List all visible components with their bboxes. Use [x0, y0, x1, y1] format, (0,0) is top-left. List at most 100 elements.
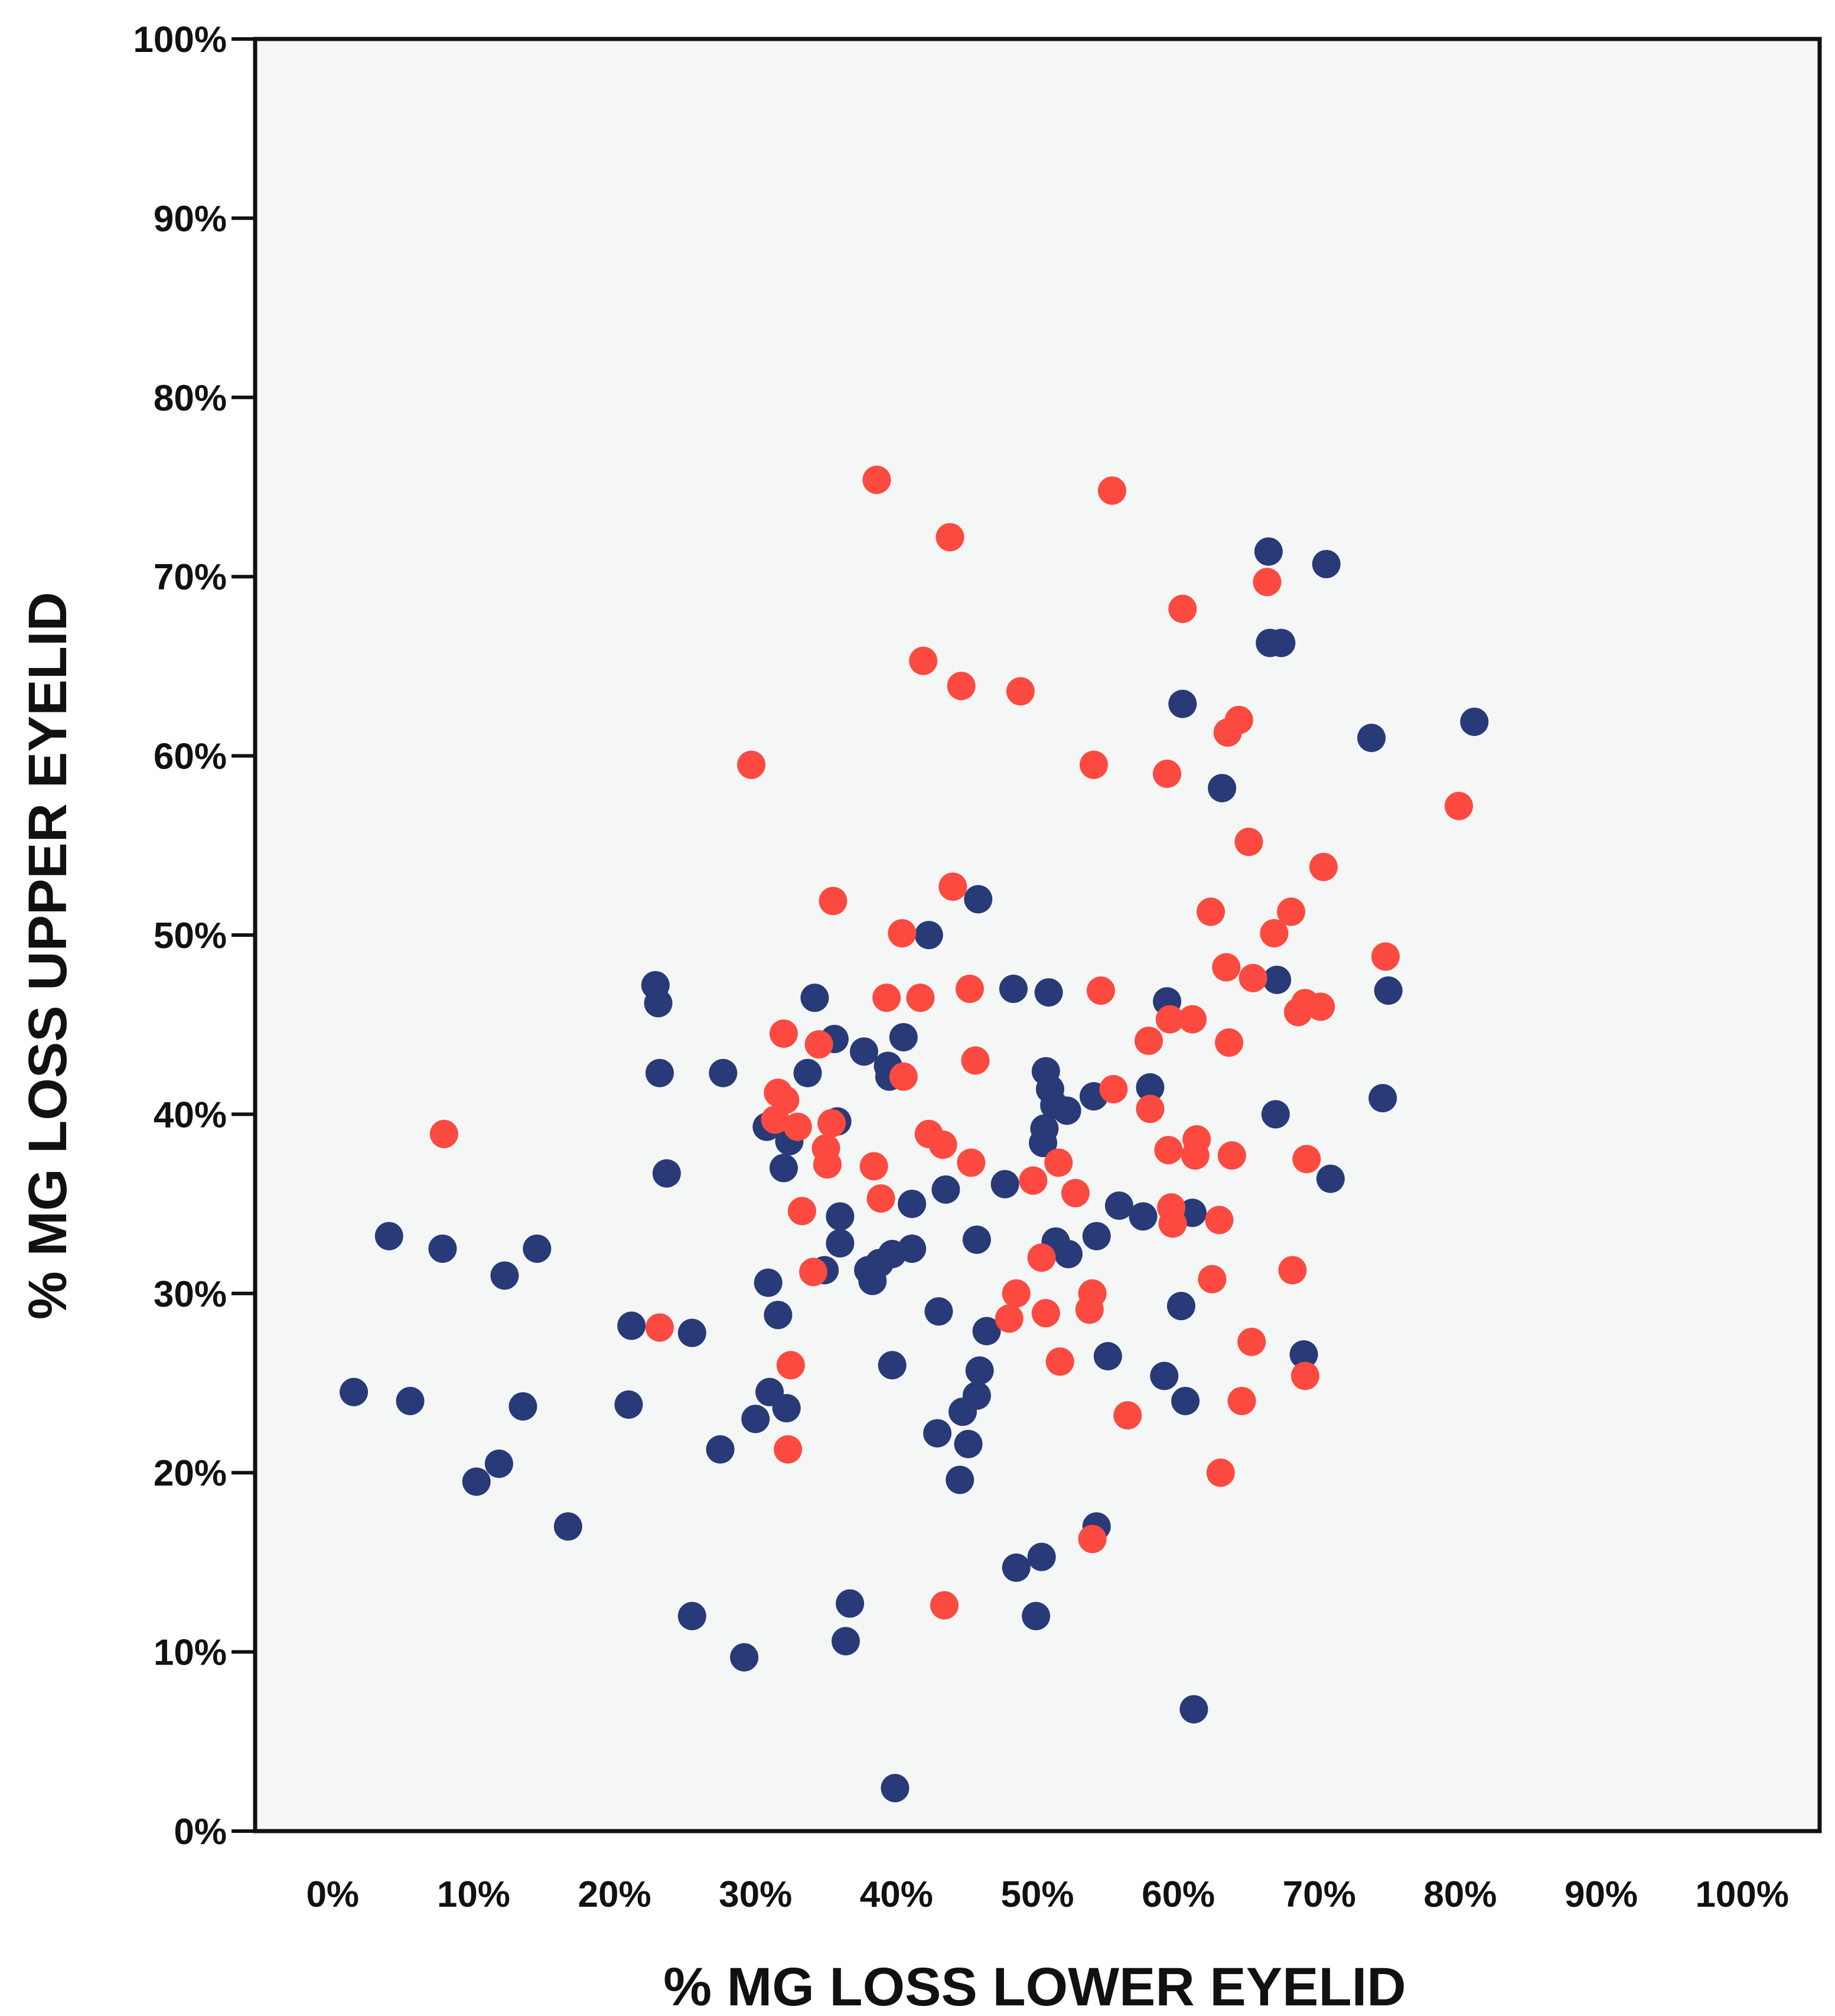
data-point-navy — [954, 1429, 983, 1458]
data-point-red — [817, 1109, 846, 1138]
data-point-red — [1253, 568, 1282, 597]
data-point-navy — [652, 1159, 681, 1188]
x-tick-label: 0% — [306, 1874, 359, 1915]
data-point-red — [872, 983, 901, 1012]
data-point-navy — [1168, 689, 1197, 718]
data-points — [340, 465, 1489, 1803]
data-point-navy — [1368, 1084, 1397, 1113]
data-point-navy — [999, 975, 1028, 1004]
data-point-navy — [1093, 1341, 1122, 1370]
data-point-navy — [754, 1268, 783, 1297]
data-point-navy — [428, 1234, 457, 1263]
data-point-navy — [1460, 707, 1489, 736]
data-point-navy — [1267, 628, 1296, 657]
y-tick-label: 20% — [154, 1453, 227, 1494]
data-point-red — [1227, 1386, 1256, 1415]
data-point-navy — [509, 1392, 537, 1421]
data-point-navy — [1054, 1240, 1083, 1269]
data-point-navy — [1289, 1340, 1318, 1369]
data-point-red — [1197, 897, 1225, 926]
data-point-navy — [1263, 965, 1292, 994]
data-point-red — [819, 887, 848, 916]
data-point-navy — [340, 1377, 369, 1406]
data-point-navy — [923, 1419, 952, 1448]
data-point-red — [1031, 1299, 1060, 1328]
y-tick-label: 50% — [154, 916, 227, 956]
data-point-red — [1306, 992, 1335, 1021]
y-tick-label: 100% — [133, 19, 227, 60]
data-point-red — [1371, 942, 1400, 971]
y-tick-label: 90% — [154, 198, 227, 239]
data-point-red — [645, 1313, 674, 1342]
x-tick-label: 90% — [1565, 1874, 1638, 1915]
data-point-red — [1182, 1125, 1211, 1154]
y-tick-label: 30% — [154, 1274, 227, 1315]
data-point-navy — [706, 1435, 735, 1464]
data-point-red — [1278, 1256, 1307, 1285]
data-point-red — [1154, 1136, 1183, 1165]
data-point-red — [1153, 759, 1182, 788]
data-point-navy — [800, 983, 829, 1012]
x-tick-label: 70% — [1283, 1874, 1356, 1915]
data-point-red — [1277, 897, 1306, 926]
data-point-navy — [1129, 1202, 1158, 1231]
y-tick-label: 10% — [154, 1633, 227, 1673]
data-point-navy — [709, 1059, 738, 1087]
data-point-red — [774, 1435, 803, 1464]
data-point-red — [1113, 1401, 1142, 1430]
data-point-navy — [962, 1225, 991, 1254]
data-point-red — [1198, 1265, 1227, 1294]
data-point-red — [1290, 1362, 1319, 1390]
data-point-navy — [1002, 1553, 1031, 1582]
data-point-navy — [931, 1175, 960, 1204]
plot-area — [255, 39, 1820, 1831]
data-point-red — [1086, 976, 1115, 1005]
data-point-red — [1292, 1145, 1321, 1174]
y-tick-label: 70% — [154, 557, 227, 598]
data-point-red — [1158, 1209, 1187, 1238]
data-point-red — [1168, 594, 1197, 623]
x-tick-label: 100% — [1695, 1874, 1789, 1915]
data-point-red — [1237, 1327, 1266, 1356]
data-point-navy — [1027, 1542, 1056, 1571]
data-point-navy — [1166, 1292, 1195, 1321]
data-point-navy — [484, 1450, 513, 1478]
data-point-navy — [490, 1261, 519, 1290]
data-point-red — [1212, 953, 1241, 982]
data-point-navy — [769, 1154, 798, 1183]
data-point-navy — [1254, 537, 1283, 566]
x-axis-title: % MG LOSS LOWER EYELID — [663, 1957, 1406, 2016]
data-point-navy — [1022, 1601, 1051, 1630]
series-red — [429, 465, 1474, 1620]
data-point-navy — [374, 1222, 403, 1250]
data-point-red — [799, 1258, 828, 1287]
data-point-navy — [962, 1381, 991, 1410]
data-point-red — [1206, 1458, 1235, 1487]
data-point-navy — [1052, 1096, 1081, 1125]
data-point-navy — [1030, 1114, 1059, 1143]
data-point-navy — [645, 1059, 674, 1087]
data-point-red — [769, 1019, 798, 1048]
data-point-red — [938, 872, 967, 901]
x-tick-label: 40% — [860, 1874, 933, 1915]
x-tick-label: 60% — [1142, 1874, 1215, 1915]
data-point-navy — [881, 1774, 910, 1803]
data-point-navy — [826, 1202, 855, 1231]
data-point-navy — [965, 1356, 994, 1385]
data-point-red — [1215, 1028, 1244, 1057]
data-point-red — [1155, 1005, 1184, 1034]
data-point-navy — [889, 1022, 918, 1051]
data-point-navy — [793, 1059, 822, 1087]
data-point-navy — [849, 1037, 878, 1066]
data-point-navy — [946, 1465, 974, 1494]
data-point-red — [961, 1046, 990, 1075]
data-point-red — [1136, 1095, 1165, 1123]
data-point-red — [813, 1150, 842, 1179]
data-point-navy — [1261, 1100, 1290, 1129]
x-tick-label: 20% — [578, 1874, 651, 1915]
data-point-navy — [462, 1467, 491, 1496]
y-tick-label: 80% — [154, 378, 227, 419]
data-point-red — [906, 983, 935, 1012]
data-point-red — [1027, 1243, 1056, 1272]
data-point-navy — [1150, 1362, 1179, 1390]
